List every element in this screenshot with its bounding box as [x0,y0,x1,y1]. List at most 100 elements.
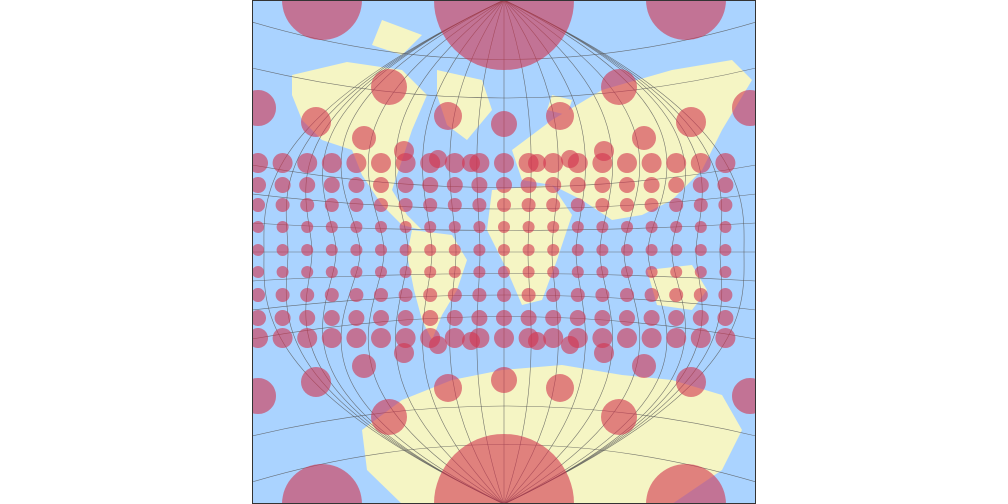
tissot-indicatrix [252,378,276,414]
tissot-indicatrix [252,328,268,348]
tissot-indicatrix [571,266,584,278]
tissot-indicatrix [715,328,736,348]
south-america [407,230,467,340]
tissot-indicatrix [276,221,289,233]
tissot-indicatrix [473,244,486,256]
tissot-indicatrix [668,310,685,326]
tissot-indicatrix [424,221,437,233]
tissot-indicatrix [592,328,613,348]
tissot-indicatrix [272,328,293,348]
tissot-indicatrix [594,343,614,363]
tissot-indicatrix [471,177,488,193]
tissot-indicatrix [472,198,487,212]
tissot-indicatrix [473,266,486,278]
tissot-indicatrix [276,266,289,278]
tissot-indicatrix [373,310,389,326]
tissot-indicatrix [375,244,387,256]
tissot-indicatrix [498,244,510,256]
tissot-indicatrix [274,177,291,193]
tissot-indicatrix [543,328,564,348]
tissot-indicatrix [371,328,391,348]
tissot-indicatrix [521,288,536,302]
tissot-indicatrix [252,310,266,326]
tissot-indicatrix [375,221,387,233]
tissot-indicatrix [546,288,561,302]
tissot-indicatrix [346,328,367,348]
tissot-indicatrix [424,244,437,256]
tissot-indicatrix [324,288,339,302]
tissot-indicatrix [349,198,364,212]
tissot-indicatrix [397,310,414,326]
tissot-indicatrix [522,221,535,233]
tissot-indicatrix [645,221,658,233]
tissot-indicatrix [569,310,586,326]
tissot-indicatrix [348,310,365,326]
tissot-indicatrix [732,378,756,414]
tissot-indicatrix [323,310,340,326]
tissot-indicatrix [496,177,512,193]
tissot-indicatrix [690,328,711,348]
tissot-indicatrix [561,150,579,168]
tissot-indicatrix [252,198,265,212]
tissot-indicatrix [596,244,609,256]
tissot-indicatrix [374,288,388,302]
tissot-indicatrix [491,111,517,137]
tissot-indicatrix [718,198,733,212]
tissot-indicatrix [346,153,367,173]
tissot-indicatrix [694,244,707,256]
tissot-indicatrix [692,177,709,193]
tissot-indicatrix [669,198,684,212]
tissot-indicatrix [522,244,535,256]
tissot-indicatrix [297,328,318,348]
tissot-indicatrix [621,221,633,233]
tissot-indicatrix [561,336,579,354]
tissot-indicatrix [644,198,659,212]
world-map [252,0,756,504]
tissot-indicatrix [447,288,462,302]
tissot-indicatrix [397,177,414,193]
tissot-indicatrix [719,244,732,256]
tissot-indicatrix [668,177,685,193]
tissot-indicatrix [494,328,514,348]
tissot-indicatrix [448,244,461,256]
tissot-indicatrix [434,434,574,504]
tissot-indicatrix [399,221,412,233]
tissot-indicatrix [596,266,609,278]
tissot-indicatrix [570,198,585,212]
tissot-indicatrix [272,153,293,173]
tissot-indicatrix [371,399,407,435]
tissot-indicatrix [620,198,634,212]
tissot-indicatrix [301,244,314,256]
tissot-indicatrix [371,153,391,173]
tissot-indicatrix [423,198,438,212]
tissot-indicatrix [472,288,487,302]
tissot-indicatrix [301,221,314,233]
tissot-indicatrix [694,266,707,278]
tissot-indicatrix [693,198,708,212]
tissot-indicatrix [594,310,611,326]
tissot-indicatrix [350,244,363,256]
tissot-indicatrix [670,266,683,278]
tissot-indicatrix [643,177,660,193]
tissot-indicatrix [448,266,461,278]
tissot-indicatrix [300,288,315,302]
tissot-indicatrix [423,288,438,302]
tissot-indicatrix [394,343,414,363]
tissot-indicatrix [395,328,416,348]
tissot-indicatrix [371,69,407,105]
tissot-indicatrix [462,154,480,172]
tissot-indicatrix [645,244,658,256]
tissot-indicatrix [491,367,517,393]
tissot-indicatrix [398,198,413,212]
tissot-indicatrix [498,266,510,278]
tissot-indicatrix [252,288,265,302]
tissot-indicatrix [444,328,465,348]
tissot-indicatrix [571,221,584,233]
tissot-indicatrix [498,221,510,233]
tissot-indicatrix [429,336,447,354]
tissot-indicatrix [617,153,637,173]
tissot-indicatrix [352,126,376,150]
tissot-indicatrix [670,244,683,256]
tissot-indicatrix [543,153,564,173]
tissot-indicatrix [669,288,684,302]
